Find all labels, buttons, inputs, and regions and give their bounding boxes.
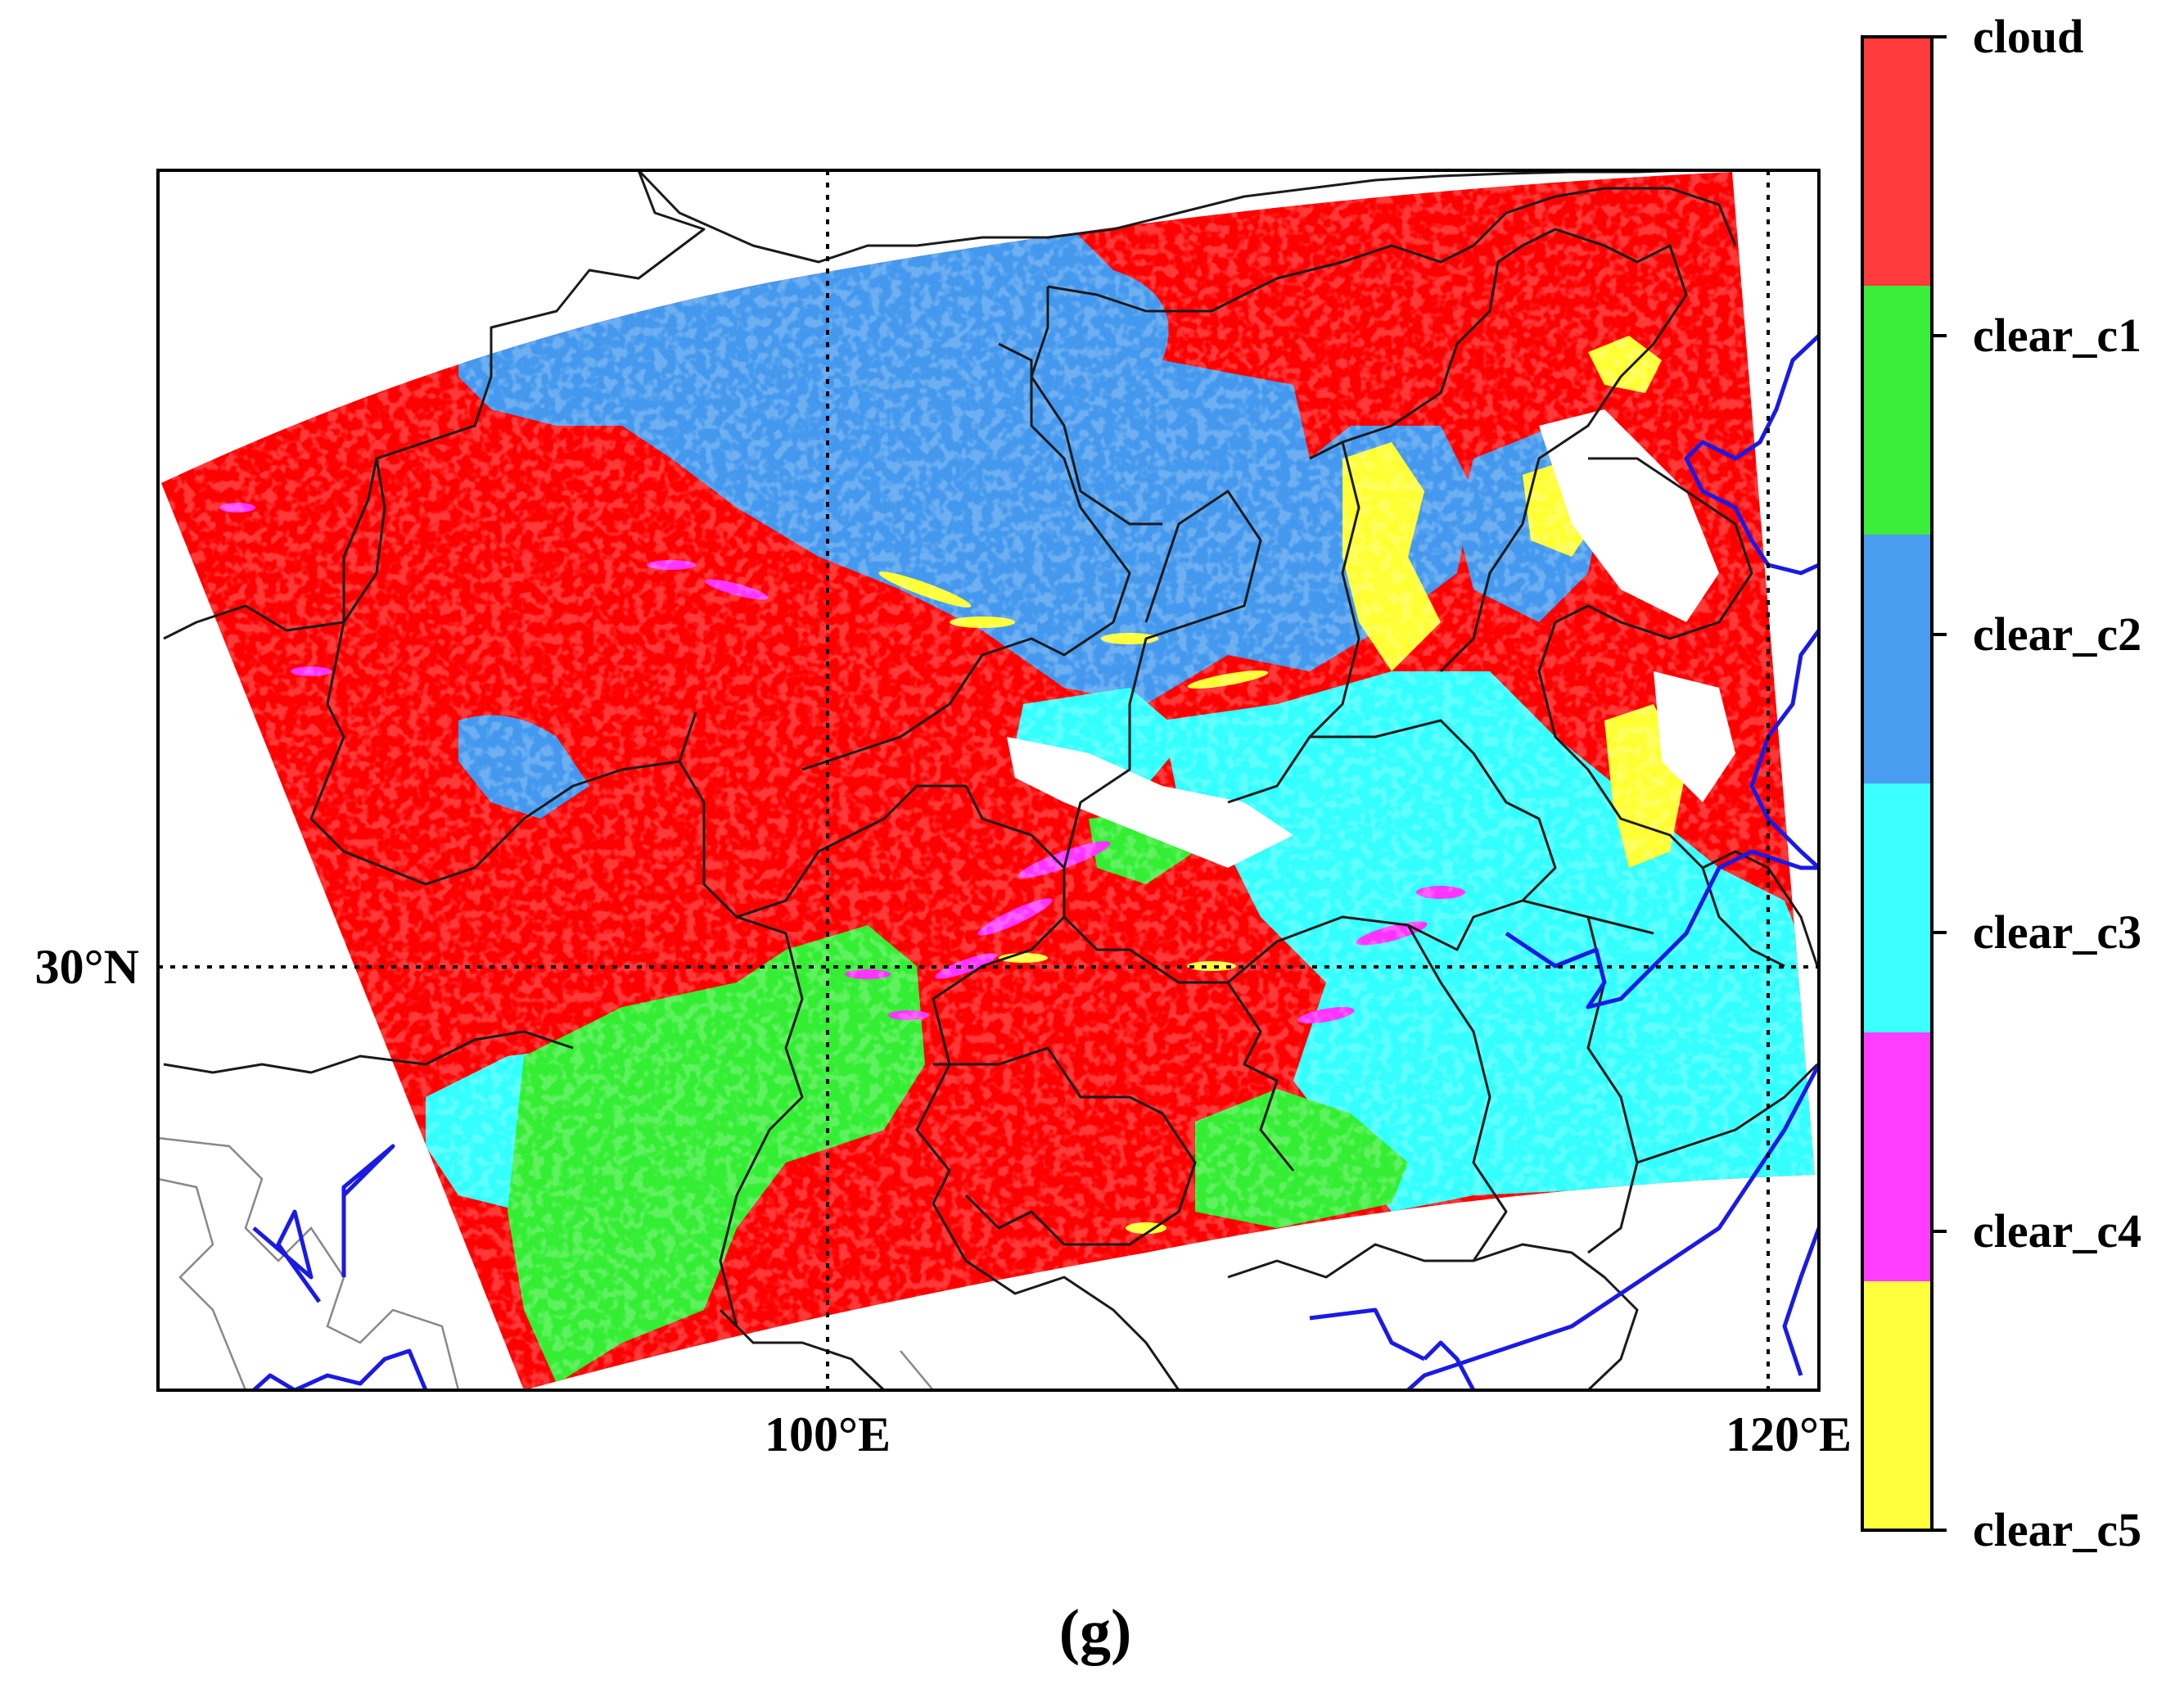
colorbar-label-clear-c2: clear_c2 — [1973, 607, 2141, 661]
panel-label: (g) — [1059, 1597, 1132, 1666]
boundary-guangxi — [932, 1203, 1180, 1390]
colorbar-ticks — [1932, 35, 1947, 1532]
lon-label-100e: 100°E — [765, 1407, 891, 1461]
coast-southwest-river — [252, 1209, 322, 1303]
border-southwest — [158, 1136, 460, 1390]
boundary-west-province — [309, 458, 697, 886]
boundary-jiangsu-anhui — [1537, 621, 1785, 968]
classification-swath — [161, 172, 1815, 1390]
map-frame — [156, 169, 1821, 1392]
coast-yangtze — [1505, 849, 1819, 1009]
boundary-fujian — [1636, 1063, 1819, 1164]
colorbar-segment-cloud — [1862, 37, 1932, 286]
boundary-hebei — [1342, 228, 1688, 673]
boundary-ningxia — [1030, 287, 1162, 526]
colorbar-label-clear-c4: clear_c4 — [1973, 1204, 2141, 1258]
colorbar-frame — [1861, 35, 1934, 1532]
coast-east — [1749, 629, 1819, 869]
colorbar-segment-clear-c4 — [1862, 1032, 1932, 1281]
boundary-yunnan-west — [163, 1030, 574, 1074]
border-southwest-2 — [158, 1177, 247, 1390]
boundary-northwest — [163, 170, 706, 640]
colorbar-label-clear-c1: clear_c1 — [1973, 309, 2141, 362]
coast-southwest-river-2 — [341, 1144, 395, 1277]
boundary-yunnan-south — [719, 1308, 886, 1390]
foreign-borders — [158, 1136, 934, 1390]
boundary-gansu — [801, 342, 1131, 771]
boundary-hunan — [1406, 924, 1508, 1262]
boundary-north-mongolia — [637, 170, 1687, 264]
lat-label-30n: 30°N — [35, 940, 139, 994]
boundary-guangdong — [1227, 1243, 1639, 1390]
boundary-hubei — [1227, 899, 1654, 984]
coast-south-loop — [1423, 1340, 1476, 1390]
map-panel — [158, 170, 1819, 1390]
coast-south-east — [1406, 1063, 1819, 1390]
boundary-mid — [678, 761, 804, 1327]
lon-label-120e: 120°E — [1726, 1407, 1852, 1461]
colorbar-segment-clear-c2 — [1862, 535, 1932, 784]
boundary-shandong — [1555, 457, 1753, 640]
border-south-2 — [900, 1350, 934, 1390]
boundary-chongqing — [1063, 915, 1295, 1172]
colorbar-label-clear-c5: clear_c5 — [1973, 1503, 2141, 1556]
boundary-shaanxi — [1063, 490, 1262, 869]
boundary-shanxi — [1227, 440, 1360, 804]
colorbar-label-clear-c3: clear_c3 — [1973, 905, 2141, 959]
boundary-henan — [1310, 719, 1557, 902]
colorbar-segment-clear-c3 — [1862, 784, 1932, 1032]
admin-boundaries — [163, 170, 1819, 1390]
boundary-guizhou — [933, 1046, 1197, 1246]
boundary-inner-mongolia — [1047, 187, 1737, 313]
colorbar-label-cloud: cloud — [1973, 10, 2083, 63]
colorbar: cloud clear_c1 clear_c2 clear_c3 clear_c… — [1861, 10, 2141, 1556]
coast-taiwan — [1782, 1227, 1819, 1376]
coast-south-bay — [1309, 1307, 1426, 1362]
colorbar-segment-clear-c1 — [1862, 286, 1932, 535]
coast-bottom-left — [252, 1348, 428, 1390]
boundary-zhejiang — [1702, 850, 1819, 967]
colorbar-segment-clear-c5 — [1862, 1281, 1932, 1530]
